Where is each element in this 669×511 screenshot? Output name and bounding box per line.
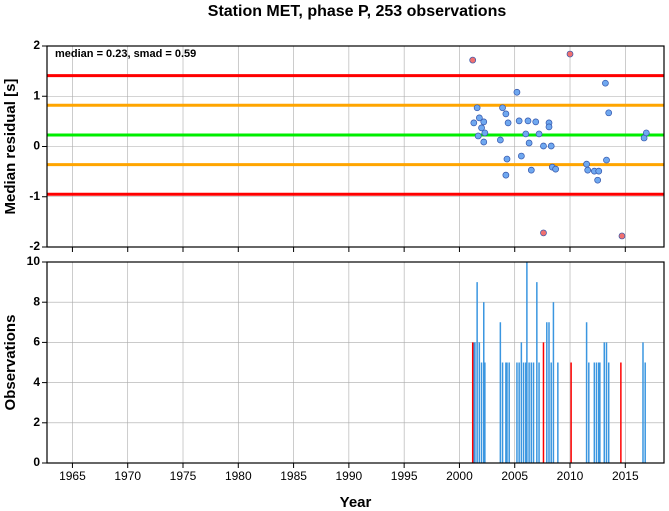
x-tick-label: 1995 xyxy=(391,469,418,483)
point xyxy=(503,155,511,163)
point xyxy=(513,88,521,96)
point xyxy=(642,129,650,137)
point xyxy=(584,166,592,174)
x-tick-label: 1965 xyxy=(59,469,86,483)
point xyxy=(473,104,481,112)
point xyxy=(545,123,553,131)
point xyxy=(540,142,547,150)
point xyxy=(469,56,477,64)
point xyxy=(522,130,530,138)
y-tick-label: 6 xyxy=(33,335,40,349)
point xyxy=(535,130,543,138)
point xyxy=(540,229,547,237)
point xyxy=(515,117,523,125)
point xyxy=(470,119,478,127)
y-tick-label: 8 xyxy=(33,294,40,308)
x-tick-label: 2000 xyxy=(446,469,473,483)
x-tick-label: 2005 xyxy=(501,469,528,483)
y-tick-label: 2 xyxy=(33,38,40,52)
point xyxy=(518,152,525,160)
point xyxy=(618,232,626,240)
point xyxy=(595,167,603,175)
point xyxy=(527,166,535,174)
plot-frame xyxy=(46,45,665,248)
plot-area xyxy=(47,262,664,463)
point xyxy=(504,119,512,127)
y-tick-label: 0 xyxy=(33,455,40,469)
y-tick-label: 2 xyxy=(33,415,40,429)
y-tick-label: 1 xyxy=(33,88,40,102)
point xyxy=(502,110,510,118)
x-tick-label: 1970 xyxy=(114,469,141,483)
y-tick-label: 0 xyxy=(33,139,40,153)
y-axis-label: Median residual [s] xyxy=(2,79,19,215)
point xyxy=(480,138,488,146)
y-tick-label: -2 xyxy=(29,239,40,253)
x-tick-label: 1985 xyxy=(280,469,307,483)
point xyxy=(602,79,609,87)
x-tick-label: 2015 xyxy=(612,469,639,483)
x-tick-label: 1990 xyxy=(336,469,363,483)
point xyxy=(603,156,610,164)
point xyxy=(497,136,504,144)
x-tick-label: 1975 xyxy=(170,469,197,483)
point xyxy=(605,109,613,117)
x-tick-label: 1980 xyxy=(225,469,252,483)
chart-title: Station MET, phase P, 253 observations xyxy=(208,3,507,20)
point xyxy=(480,118,488,126)
y-tick-label: 4 xyxy=(33,375,40,389)
point xyxy=(481,129,489,137)
point xyxy=(525,139,533,147)
point xyxy=(594,176,602,184)
annotation: median = 0.23, smad = 0.59 xyxy=(55,48,196,60)
point xyxy=(524,117,532,125)
point xyxy=(566,50,574,58)
point xyxy=(478,124,485,132)
y-tick-label: -1 xyxy=(29,189,40,203)
point xyxy=(475,114,483,122)
point xyxy=(532,118,540,126)
plot-frame xyxy=(46,261,665,464)
point xyxy=(552,165,559,173)
y-tick-label: 10 xyxy=(27,254,41,268)
y-axis-label: Observations xyxy=(2,315,19,411)
x-tick-label: 2010 xyxy=(557,469,584,483)
point xyxy=(547,142,555,150)
point xyxy=(502,171,510,179)
point xyxy=(499,104,506,112)
point xyxy=(583,160,590,168)
x-axis-label: Year xyxy=(340,494,372,511)
point xyxy=(474,132,482,140)
